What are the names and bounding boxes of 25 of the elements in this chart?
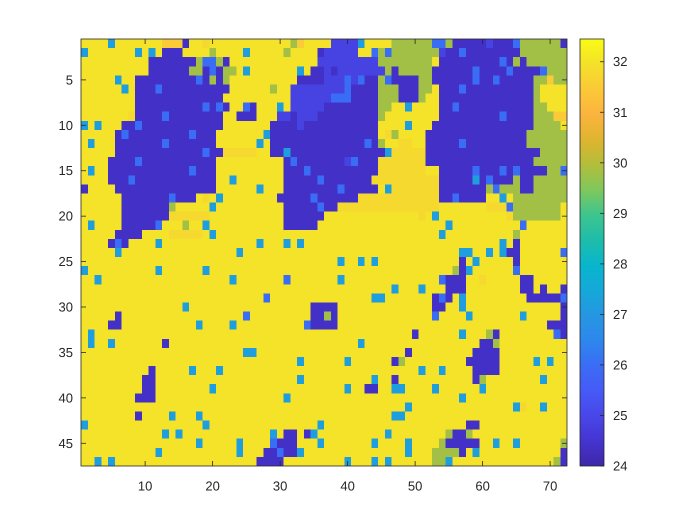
x-tick-label: 30	[272, 478, 288, 494]
color-bar-label: 24	[613, 458, 628, 474]
y-tick-label: 25	[58, 254, 73, 270]
y-tick-label: 30	[58, 300, 73, 315]
x-tick-label: 40	[340, 478, 355, 494]
x-tick-label: 50	[408, 478, 422, 494]
y-tick-label: 5	[66, 72, 73, 88]
color-bar-label: 29	[613, 206, 628, 221]
y-tick-label: 40	[58, 390, 73, 406]
color-bar-label: 32	[613, 54, 628, 70]
color-bar-label: 28	[613, 256, 628, 272]
y-tick-label: 10	[58, 118, 73, 133]
x-tick-label: 20	[205, 478, 220, 494]
y-tick-label: 15	[58, 163, 73, 178]
y-tick-label: 35	[58, 344, 73, 360]
color-bar-label: 27	[613, 306, 628, 322]
x-tick-label: 70	[542, 478, 558, 494]
color-bar-label: 31	[613, 104, 628, 120]
color-bar-label: 26	[613, 357, 628, 372]
color-bar-label: 25	[613, 408, 628, 423]
color-bar-label: 30	[613, 155, 628, 170]
y-tick-label: 45	[58, 436, 73, 451]
y-tick-label: 20	[58, 208, 73, 224]
x-tick-label: 60	[475, 478, 490, 494]
x-tick-label: 10	[138, 478, 152, 494]
